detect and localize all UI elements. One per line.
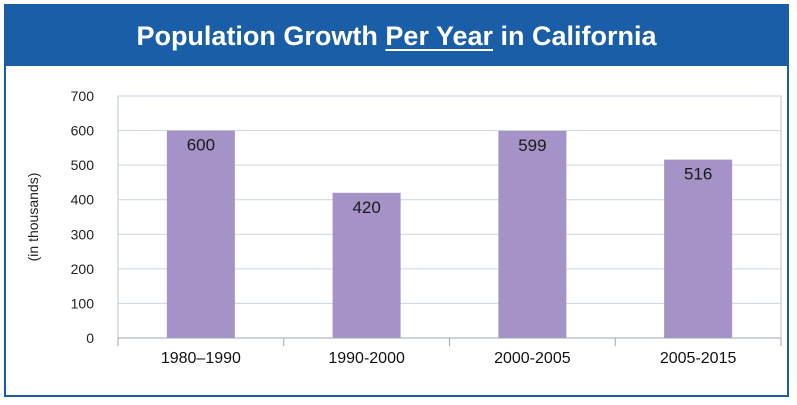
chart-title-part: in California <box>493 20 657 51</box>
bar <box>332 192 401 338</box>
y-tick-label: 200 <box>71 261 95 277</box>
bar <box>664 159 733 338</box>
y-tick-label: 600 <box>71 123 95 139</box>
y-tick-label: 100 <box>71 295 95 311</box>
y-axis-label: (in thousands) <box>25 173 41 262</box>
x-tick-label: 2005-2015 <box>660 350 737 367</box>
title-bar: Population Growth Per Year in California <box>6 6 787 66</box>
bar <box>498 130 567 338</box>
x-tick-label: 1990-2000 <box>328 350 405 367</box>
bar-value-label: 516 <box>684 165 712 184</box>
bar-value-label: 599 <box>518 136 546 155</box>
chart-title: Population Growth Per Year in California <box>136 21 656 52</box>
bar <box>166 130 235 338</box>
x-tick-label: 1980–1990 <box>161 350 241 367</box>
bar-value-label: 600 <box>187 136 215 155</box>
x-tick-label: 2000-2005 <box>494 350 571 367</box>
y-tick-label: 700 <box>71 88 95 104</box>
y-tick-label: 400 <box>71 192 95 208</box>
bar-value-label: 420 <box>352 198 380 217</box>
y-tick-label: 300 <box>71 226 95 242</box>
chart-title-part: Population Growth <box>136 20 386 51</box>
chart-title-emphasis: Per Year <box>385 20 494 51</box>
y-tick-label: 500 <box>71 157 95 173</box>
y-tick-label: 0 <box>86 330 94 346</box>
